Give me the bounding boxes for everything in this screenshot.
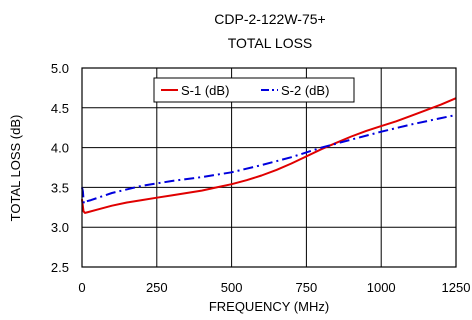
y-tick-label: 5.0	[51, 61, 69, 76]
y-tick-label: 2.5	[51, 260, 69, 275]
tick-labels: 0 250 500 750 1000 1250 2.5 3.0 3.5 4.0 4.5 5.0	[51, 61, 471, 295]
y-tick-label: 4.0	[51, 141, 69, 156]
x-axis-label: FREQUENCY (MHz)	[209, 299, 329, 314]
x-tick-label: 0	[78, 280, 85, 295]
series-layer	[81, 97, 457, 214]
chart-subtitle: TOTAL LOSS	[228, 35, 313, 51]
legend: S-1 (dB) S-2 (dB)	[153, 77, 355, 103]
legend-label-s2: S-2 (dB)	[281, 83, 329, 98]
x-tick-label: 500	[221, 280, 243, 295]
plot-frame	[81, 67, 457, 268]
x-tick-label: 750	[296, 280, 318, 295]
series-line-s2	[81, 114, 457, 205]
series-line-s1	[81, 97, 457, 214]
x-tick-label: 1000	[367, 280, 396, 295]
y-tick-label: 3.5	[51, 180, 69, 195]
x-tick-label: 250	[146, 280, 168, 295]
y-tick-label: 3.0	[51, 220, 69, 235]
chart-title: CDP-2-122W-75+	[214, 11, 325, 27]
legend-box	[153, 77, 355, 103]
y-tick-label: 4.5	[51, 101, 69, 116]
legend-label-s1: S-1 (dB)	[181, 83, 229, 98]
x-tick-label: 1250	[442, 280, 471, 295]
y-axis-label: TOTAL LOSS (dB)	[8, 115, 23, 222]
